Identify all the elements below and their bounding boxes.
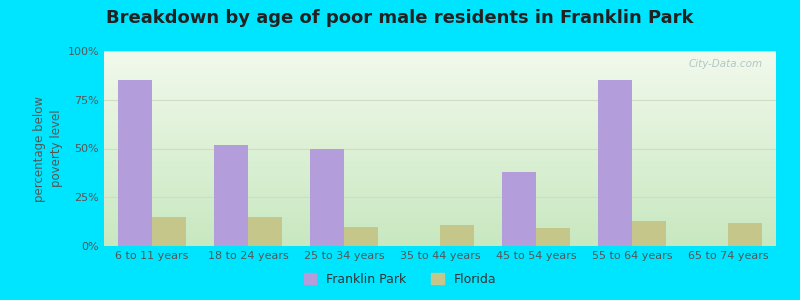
Bar [598, 80, 632, 246]
Bar [728, 223, 762, 246]
Text: City-Data.com: City-Data.com [689, 59, 762, 69]
Bar [344, 226, 378, 246]
Bar [536, 229, 570, 246]
Legend: Franklin Park, Florida: Franklin Park, Florida [298, 268, 502, 291]
Bar [214, 145, 248, 246]
Bar [440, 224, 474, 246]
Bar [632, 220, 666, 246]
Bar [152, 217, 186, 246]
Bar [118, 80, 152, 246]
Bar [248, 217, 282, 246]
Text: Breakdown by age of poor male residents in Franklin Park: Breakdown by age of poor male residents … [106, 9, 694, 27]
Y-axis label: percentage below
poverty level: percentage below poverty level [34, 95, 63, 202]
Bar [310, 148, 344, 246]
Bar [502, 172, 536, 246]
